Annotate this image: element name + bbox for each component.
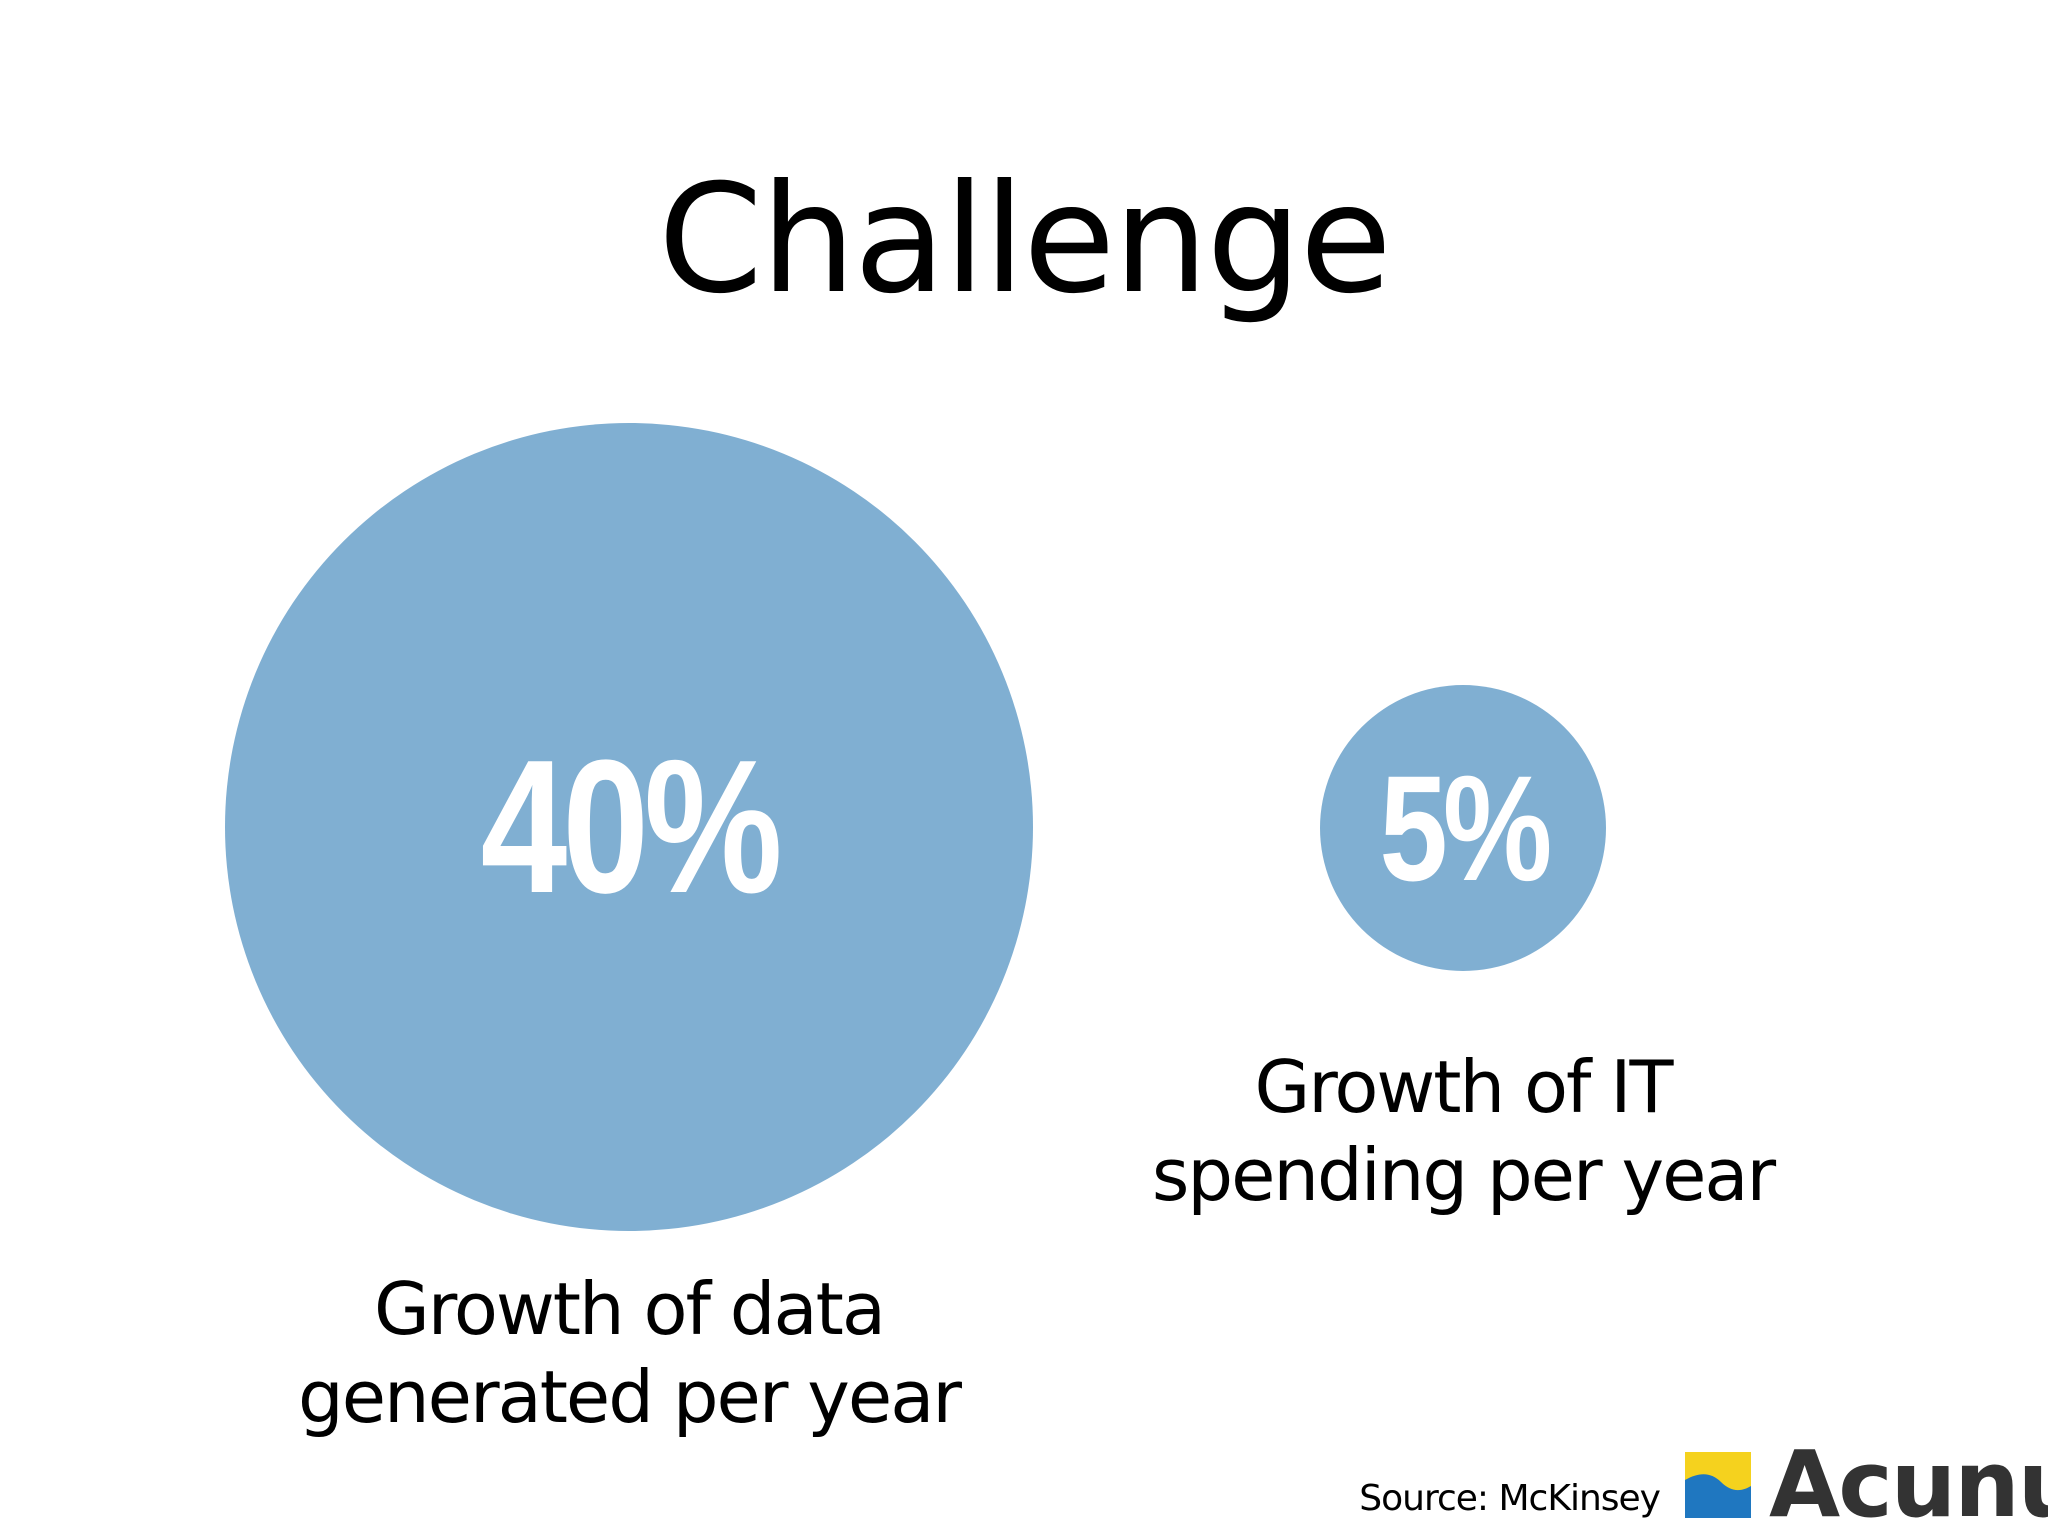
caption-line: Growth of data bbox=[374, 1267, 886, 1351]
stat-value-it-spending: 5% bbox=[1379, 743, 1552, 912]
acunu-wave-logo-icon bbox=[1685, 1452, 1751, 1518]
logo-wordmark: Acunu bbox=[1769, 1431, 2048, 1538]
stat-value-data-growth: 40% bbox=[480, 721, 782, 933]
stat-circle-it-spending: 5% bbox=[1320, 685, 1606, 971]
caption-line: spending per year bbox=[1151, 1133, 1776, 1217]
stat-circle-data-growth: 40% bbox=[225, 423, 1033, 1231]
stat-caption-it-spending: Growth of IT spending per year bbox=[1100, 1043, 1826, 1219]
source-note: Source: McKinsey bbox=[1359, 1478, 1661, 1519]
acunu-logo: Acunu bbox=[1685, 1431, 2048, 1538]
caption-line: generated per year bbox=[298, 1355, 962, 1439]
caption-line: Growth of IT bbox=[1254, 1045, 1674, 1129]
stat-caption-data-growth: Growth of data generated per year bbox=[229, 1265, 1029, 1441]
slide-title: Challenge bbox=[658, 153, 1392, 327]
